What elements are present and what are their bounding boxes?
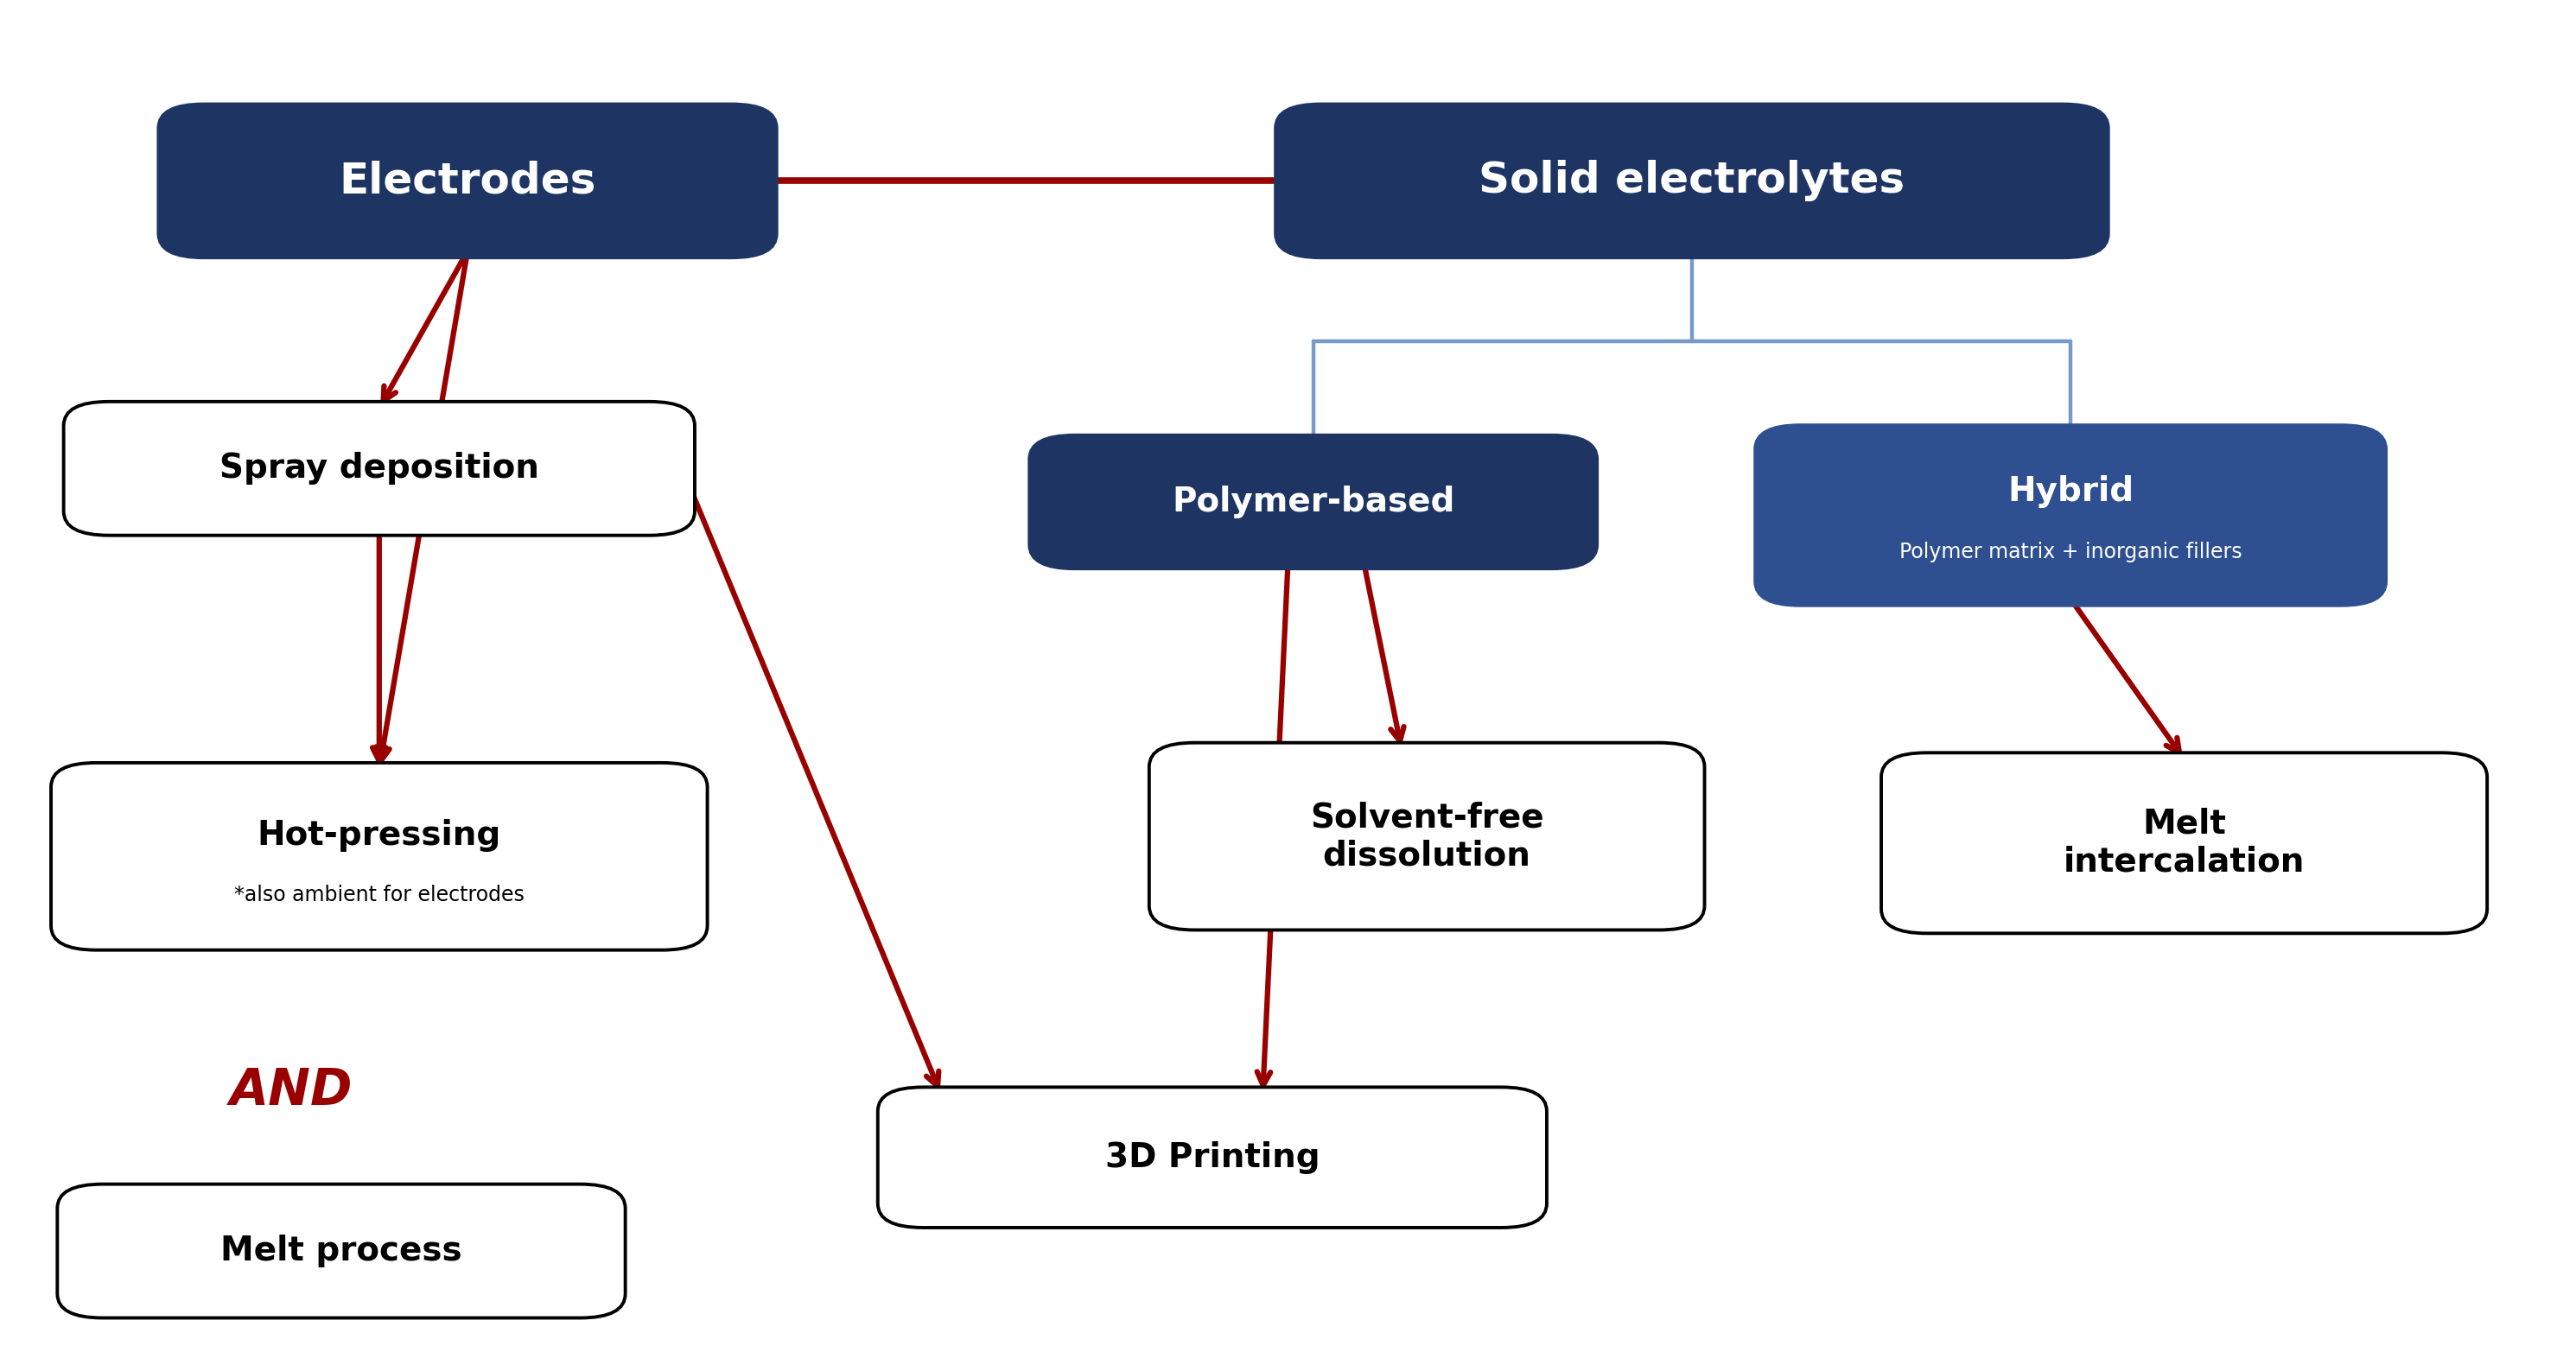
- FancyBboxPatch shape: [52, 763, 708, 950]
- FancyBboxPatch shape: [878, 1087, 1546, 1227]
- Text: 3D Printing: 3D Printing: [1105, 1141, 1319, 1174]
- FancyBboxPatch shape: [157, 104, 778, 258]
- FancyBboxPatch shape: [1275, 104, 2107, 258]
- Text: Melt
intercalation: Melt intercalation: [2063, 808, 2306, 879]
- FancyBboxPatch shape: [64, 401, 696, 535]
- Text: Melt process: Melt process: [222, 1234, 461, 1268]
- Text: Electrodes: Electrodes: [340, 160, 595, 202]
- Text: Polymer matrix + inorganic fillers: Polymer matrix + inorganic fillers: [1899, 542, 2241, 562]
- FancyBboxPatch shape: [57, 1183, 626, 1319]
- Text: Hybrid: Hybrid: [2007, 475, 2133, 508]
- FancyBboxPatch shape: [1880, 752, 2486, 934]
- FancyBboxPatch shape: [1030, 435, 1597, 569]
- Text: AND: AND: [229, 1066, 353, 1115]
- Text: *also ambient for electrodes: *also ambient for electrodes: [234, 885, 526, 905]
- Text: Solid electrolytes: Solid electrolytes: [1479, 160, 1906, 202]
- Text: Spray deposition: Spray deposition: [219, 452, 538, 485]
- FancyBboxPatch shape: [1754, 425, 2385, 606]
- Text: Hot-pressing: Hot-pressing: [258, 819, 502, 852]
- Text: Polymer-based: Polymer-based: [1172, 486, 1455, 519]
- Text: Solvent-free
dissolution: Solvent-free dissolution: [1311, 801, 1543, 872]
- FancyBboxPatch shape: [1149, 743, 1705, 930]
